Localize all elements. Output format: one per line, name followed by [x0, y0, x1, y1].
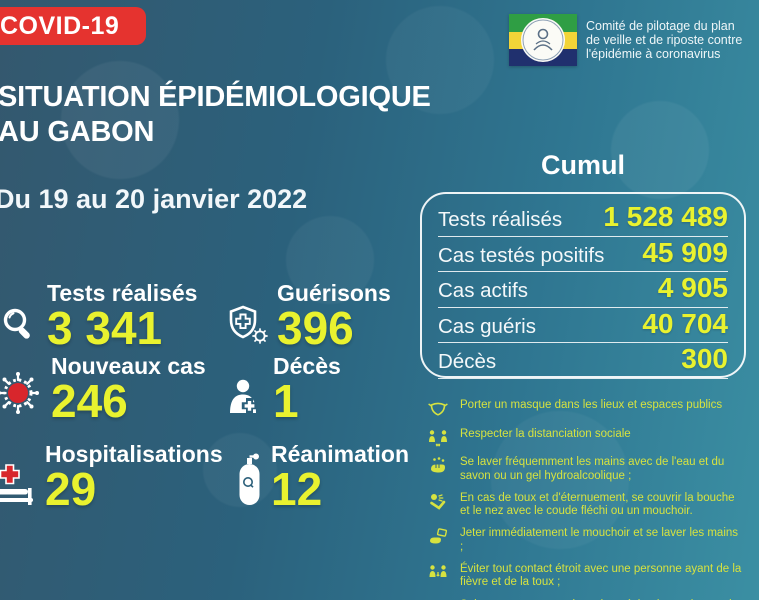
stat-value: 396: [277, 302, 354, 354]
page-title-line-2: AU GABON: [0, 115, 155, 148]
cumul-row-value: 300: [681, 343, 728, 374]
person-cross-icon: [226, 377, 266, 419]
distancing-icon: [428, 428, 448, 448]
flag-emblem-icon: [521, 18, 565, 62]
cumul-row-value: 1 528 489: [603, 201, 728, 232]
recommendation-text: Jeter immédiatement le mouchoir et se la…: [460, 527, 739, 553]
sneeze-elbow-icon: [428, 492, 448, 512]
stat-card-hospitalisations: Hospitalisations 29: [0, 441, 223, 512]
gabon-flag-icon: [509, 14, 577, 66]
stat-card-nouveaux-cas: Nouveaux cas 246: [0, 353, 206, 424]
recommendation-item: Respecter la distanciation sociale: [428, 428, 744, 448]
magnifier-icon: [0, 306, 40, 346]
covid-badge: COVID-19: [0, 7, 146, 45]
cumul-row-value: 45 909: [642, 236, 728, 268]
virus-icon: [0, 367, 44, 419]
avoid-contact-icon: [428, 563, 448, 583]
stat-card-deces: Décès 1: [226, 353, 341, 424]
cumul-row-label: Cas testés positifs: [438, 243, 605, 267]
stat-card-guerisons: Guérisons 396: [226, 280, 391, 351]
recommendation-item: Saluer sans se serrer la main et éviter …: [428, 599, 744, 600]
stat-value: 12: [271, 463, 323, 515]
stat-label: Hospitalisations: [45, 441, 223, 467]
stat-label: Réanimation: [271, 441, 410, 467]
stat-value: 3 341: [47, 302, 163, 354]
period-label: Du 19 au 20 janvier 2022: [0, 184, 308, 214]
recommendation-item: En cas de toux et d'éternuement, se couv…: [428, 492, 744, 519]
cumul-row-gueris: Cas guéris 40 704: [438, 307, 728, 343]
covid-badge-label: COVID-19: [0, 11, 120, 40]
cumul-row-actifs: Cas actifs 4 905: [438, 272, 728, 308]
stat-value: 246: [51, 375, 128, 427]
cumul-row-deces: Décès 300: [438, 343, 728, 379]
stat-value: 1: [273, 375, 299, 427]
recommendation-text: Éviter tout contact étroit avec une pers…: [460, 562, 742, 589]
cumul-row-label: Tests réalisés: [438, 208, 563, 231]
cumul-title: Cumul: [541, 150, 625, 180]
recommendation-text: Se laver fréquemment les mains avec de l…: [460, 456, 725, 482]
recommendation-item: Porter un masque dans les lieux et espac…: [428, 399, 744, 419]
recommendation-text: Porter un masque dans les lieux et espac…: [460, 399, 723, 411]
stat-card-reanimation: Réanimation 12: [236, 441, 409, 512]
committee-logo-block: Comité de pilotage du plan de veille et …: [509, 14, 742, 66]
cumul-row-positifs: Cas testés positifs 45 909: [438, 236, 728, 272]
committee-line-3: l'épidémie à coronavirus: [586, 47, 721, 61]
cumul-panel: Tests réalisés 1 528 489 Cas testés posi…: [420, 192, 746, 379]
recommendation-text: Saluer sans se serrer la main et éviter …: [460, 599, 744, 600]
page-title: SITUATION ÉPIDÉMIOLOGIQUE AU GABON: [0, 80, 431, 150]
cumul-row-value: 40 704: [642, 307, 728, 339]
recommendation-item: Se laver fréquemment les mains avec de l…: [428, 456, 744, 483]
cumul-row-label: Cas guéris: [438, 314, 536, 338]
cumul-row-value: 4 905: [657, 272, 728, 303]
stat-label: Nouveaux cas: [51, 353, 206, 379]
stat-value: 29: [45, 463, 97, 515]
recommendation-item: Éviter tout contact étroit avec une pers…: [428, 563, 744, 590]
mask-icon: [428, 399, 448, 419]
recommendation-text: Respecter la distanciation sociale: [460, 427, 631, 440]
recommendations-list: Porter un masque dans les lieux et espac…: [428, 399, 744, 600]
stat-label: Décès: [273, 353, 341, 379]
cumul-row-label: Cas actifs: [438, 279, 528, 302]
committee-title: Comité de pilotage du plan de veille et …: [586, 19, 742, 61]
recommendation-text: En cas de toux et d'éternuement, se couv…: [460, 491, 735, 518]
recommendation-item: Jeter immédiatement le mouchoir et se la…: [428, 527, 744, 554]
committee-line-1: Comité de pilotage du plan: [586, 19, 735, 33]
hospital-bed-icon: [0, 463, 38, 507]
stat-label: Guérisons: [277, 280, 391, 306]
stat-label: Tests réalisés: [47, 280, 198, 306]
committee-line-2: de veille et de riposte contre: [586, 33, 743, 47]
cumul-row-label: Décès: [438, 350, 497, 373]
page-title-line-1: SITUATION ÉPIDÉMIOLOGIQUE: [0, 81, 431, 113]
shield-cross-icon: [226, 304, 270, 346]
tissue-icon: [428, 527, 448, 547]
cumul-row-tests: Tests réalisés 1 528 489: [438, 201, 728, 237]
stat-card-tests: Tests réalisés 3 341: [0, 280, 197, 351]
wash-hands-icon: [428, 456, 448, 476]
oxygen-tank-icon: [236, 451, 264, 507]
